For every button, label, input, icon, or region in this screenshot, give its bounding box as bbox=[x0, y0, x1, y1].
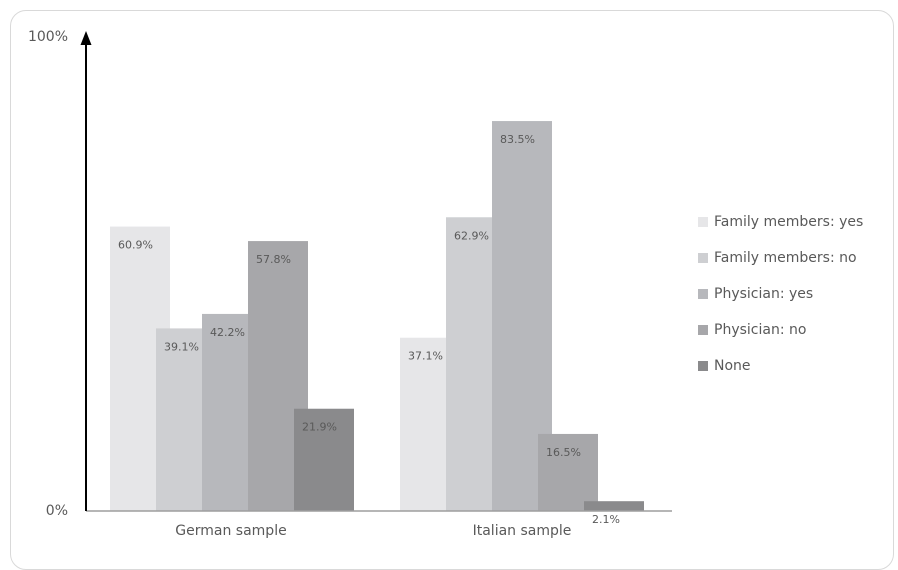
bar-chart: 60.9% 39.1% 42.2% 57.8% 21.9% 37.1% 62.9% 83.5%… bbox=[28, 29, 672, 539]
value-label-german-physician-yes: 42.2% bbox=[210, 326, 245, 339]
legend-swatch bbox=[698, 217, 708, 227]
x-category-label-german: German sample bbox=[175, 523, 286, 539]
value-label-german-family-no: 39.1% bbox=[164, 340, 199, 353]
value-label-german-physician-no: 57.8% bbox=[256, 253, 291, 266]
legend-item-physician-no: Physician: no bbox=[698, 312, 863, 348]
legend-swatch bbox=[698, 289, 708, 299]
value-label-italian-physician-no: 16.5% bbox=[546, 446, 581, 459]
y-axis-arrow-icon bbox=[80, 31, 92, 45]
legend-label: Physician: yes bbox=[714, 286, 814, 302]
legend-swatch bbox=[698, 361, 708, 371]
y-tick-top: 100% bbox=[28, 29, 68, 45]
legend-swatch bbox=[698, 325, 708, 335]
value-label-german-none: 21.9% bbox=[302, 421, 337, 434]
value-label-italian-none: 2.1% bbox=[592, 513, 620, 526]
value-labels-layer: 60.9% 39.1% 42.2% 57.8% 21.9% 37.1% 62.9% 83.5%… bbox=[118, 133, 620, 526]
legend-swatch bbox=[698, 253, 708, 263]
bar-italian-physician-no bbox=[538, 433, 598, 511]
legend-item-none: None bbox=[698, 348, 863, 384]
legend: Family members: yes Family members: no P… bbox=[698, 204, 863, 384]
value-label-german-family-yes: 60.9% bbox=[118, 239, 153, 252]
bar-italian-none bbox=[584, 501, 644, 511]
legend-label: Family members: no bbox=[714, 250, 857, 266]
legend-item-family-no: Family members: no bbox=[698, 240, 863, 276]
y-tick-bottom: 0% bbox=[46, 503, 68, 519]
legend-item-family-yes: Family members: yes bbox=[698, 204, 863, 240]
value-label-italian-family-no: 62.9% bbox=[454, 229, 489, 242]
bar-german-none bbox=[294, 408, 354, 511]
value-label-italian-family-yes: 37.1% bbox=[408, 350, 443, 363]
value-label-italian-physician-yes: 83.5% bbox=[500, 133, 535, 146]
legend-label: Physician: no bbox=[714, 322, 807, 338]
bars-layer bbox=[110, 121, 644, 512]
legend-label: Family members: yes bbox=[714, 214, 864, 230]
legend-item-physician-yes: Physician: yes bbox=[698, 276, 863, 312]
legend-label: None bbox=[714, 358, 751, 374]
x-category-label-italian: Italian sample bbox=[473, 523, 572, 539]
